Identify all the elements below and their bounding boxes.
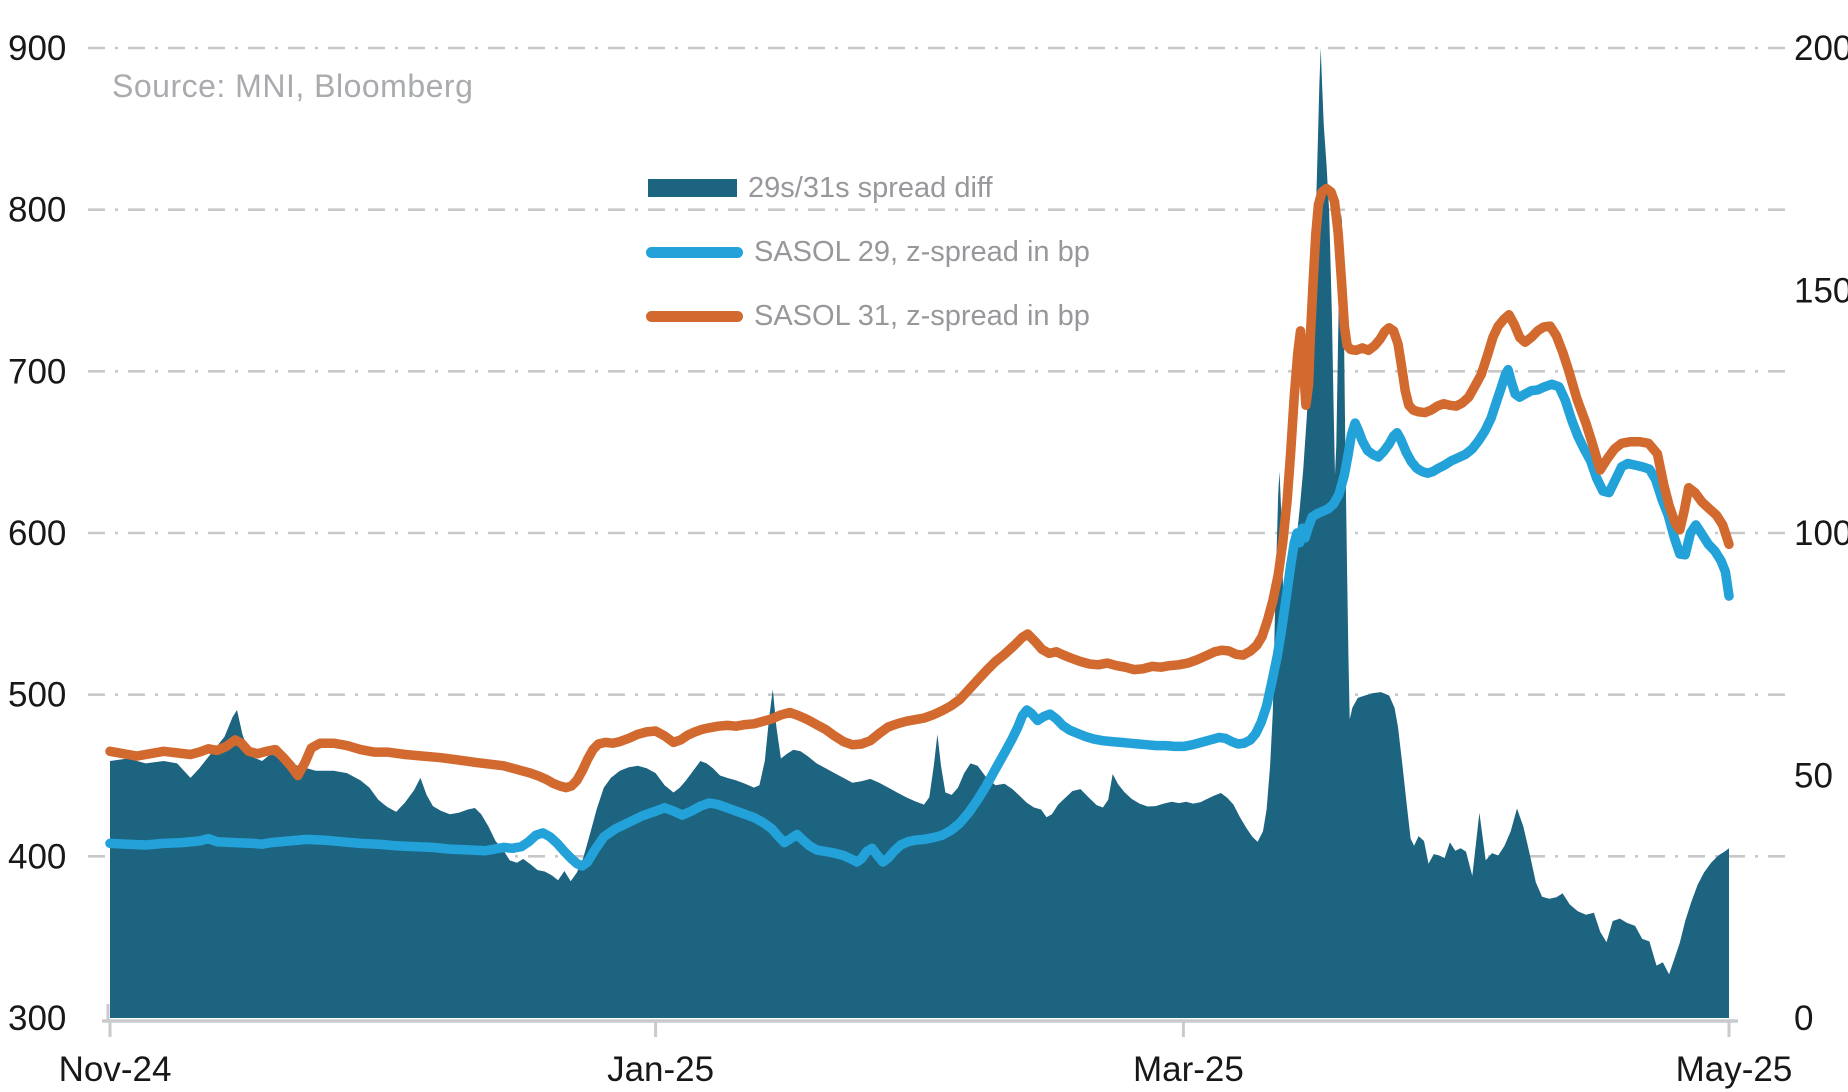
right-axis-labels: 200 150 100 50 0 [1794, 29, 1848, 1038]
area-swatch-icon [648, 179, 737, 197]
svg-text:400: 400 [8, 837, 66, 876]
svg-text:Mar-25: Mar-25 [1133, 1050, 1244, 1089]
line-swatch-sasol29-icon [646, 246, 743, 258]
line-series-sasol31 [105, 183, 1734, 793]
source-note: Source: MNI, Bloomberg [112, 68, 474, 104]
legend-item-spread-diff: 29s/31s spread diff [646, 156, 1126, 220]
x-axis-labels: Nov-24 Jan-25 Mar-25 May-25 [59, 1050, 1793, 1089]
area-series [110, 48, 1729, 1018]
svg-text:200: 200 [1794, 29, 1848, 68]
svg-text:300: 300 [8, 999, 66, 1038]
legend-label-sasol31: SASOL 31, z-spread in bp [754, 299, 1090, 332]
svg-text:0: 0 [1794, 999, 1813, 1038]
svg-text:500: 500 [8, 676, 66, 715]
svg-text:Jan-25: Jan-25 [607, 1050, 714, 1089]
x-axis [102, 1004, 1738, 1037]
svg-text:100: 100 [1794, 514, 1848, 553]
legend-item-sasol31: SASOL 31, z-spread in bp [646, 284, 1126, 348]
line-swatch-sasol31-icon [646, 310, 743, 322]
left-axis-labels: 900 800 700 600 500 400 300 [8, 29, 66, 1038]
svg-text:700: 700 [8, 352, 66, 391]
svg-text:600: 600 [8, 514, 66, 553]
legend-label-sasol29: SASOL 29, z-spread in bp [754, 235, 1090, 268]
line-series-sasol29 [105, 364, 1734, 871]
svg-text:150: 150 [1794, 272, 1848, 311]
svg-text:900: 900 [8, 29, 66, 68]
legend-label-spread-diff: 29s/31s spread diff [748, 171, 993, 204]
svg-text:Nov-24: Nov-24 [59, 1050, 172, 1089]
svg-text:May-25: May-25 [1676, 1050, 1793, 1089]
svg-text:50: 50 [1794, 757, 1833, 796]
svg-text:800: 800 [8, 191, 66, 230]
chart-legend: 29s/31s spread diff SASOL 29, z-spread i… [646, 156, 1126, 348]
legend-item-sasol29: SASOL 29, z-spread in bp [646, 220, 1126, 284]
